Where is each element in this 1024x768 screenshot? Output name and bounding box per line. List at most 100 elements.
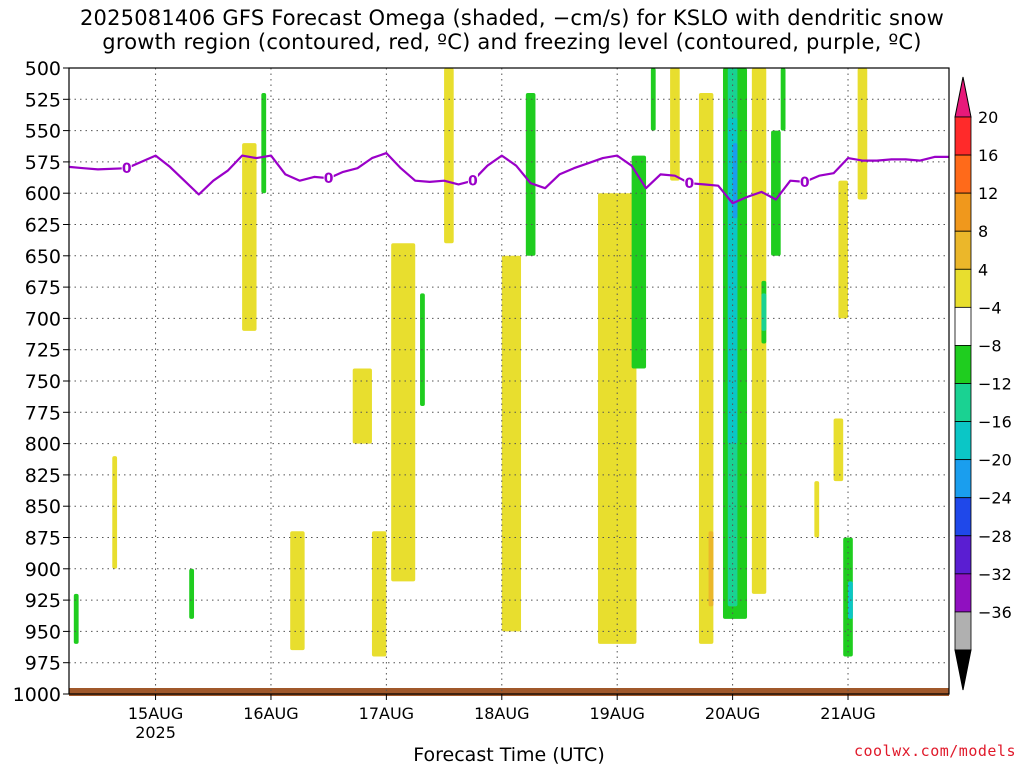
omega-cell: [261, 93, 267, 194]
colorbar-label: 16: [978, 146, 998, 165]
y-tick-label: 875: [25, 528, 61, 550]
omega-cell: [838, 180, 849, 319]
omega-cell: [833, 418, 844, 482]
omega-cell: [189, 568, 195, 619]
y-tick-label: 550: [25, 121, 61, 143]
y-tick-label: 625: [25, 215, 61, 237]
chart-title: 2025081406 GFS Forecast Omega (shaded, −…: [0, 6, 1024, 54]
omega-cell: [371, 531, 387, 657]
colorbar-over-arrow: [954, 76, 972, 118]
colorbar-swatch: [954, 497, 972, 537]
x-tick-label: 18AUG: [474, 704, 529, 723]
colorbar-swatch: [954, 345, 972, 384]
y-tick-label: 575: [25, 152, 61, 174]
terrain-fill: [69, 688, 949, 696]
colorbar-swatch: [954, 230, 972, 270]
contour-label: 0: [468, 174, 478, 190]
y-tick-label: 650: [25, 246, 61, 268]
omega-cell: [780, 68, 786, 131]
y-tick-label: 525: [25, 89, 61, 111]
terrain-band: [69, 688, 949, 696]
colorbar-swatch: [954, 268, 972, 308]
contour-label-bg: [684, 175, 695, 190]
x-tick-sublabel: 2025: [135, 723, 176, 742]
contour-label-bg: [799, 173, 810, 188]
omega-cell: [751, 68, 767, 594]
contour-label-bg: [467, 172, 478, 187]
omega-cell: [525, 93, 536, 256]
freezing-level-line: [68, 152, 949, 205]
y-tick-label: 750: [25, 371, 61, 393]
x-tick-label: 21AUG: [820, 704, 875, 723]
y-tick-label: 500: [25, 58, 61, 80]
colorbar-label: −8: [978, 336, 1002, 355]
colorbar-swatch: [954, 573, 972, 613]
colorbar-label: 8: [978, 222, 988, 241]
colorbar-label: −4: [978, 298, 1002, 317]
colorbar: 20 16 12 8 4 −4 −8 −12 −16 −20 −24 −28 −32 −36: [954, 76, 1012, 691]
colorbar-swatch: [954, 535, 972, 575]
omega-shading: [73, 68, 868, 657]
y-tick-label: 1000: [13, 684, 61, 706]
x-axis-label: Forecast Time (UTC): [413, 744, 605, 766]
y-tick-label: 800: [25, 434, 61, 456]
omega-cell: [670, 68, 680, 181]
y-tick-label: 725: [25, 340, 61, 362]
contour-label: 0: [324, 171, 334, 187]
colorbar-under-arrow: [954, 649, 972, 691]
x-tick-label: 19AUG: [589, 704, 644, 723]
title-line-2: growth region (contoured, red, ºC) and f…: [102, 30, 922, 54]
colorbar-label: 4: [978, 260, 988, 279]
x-tick-label: 16AUG: [243, 704, 298, 723]
y-tick-label: 600: [25, 183, 61, 205]
colorbar-label: −24: [978, 489, 1012, 508]
colorbar-label: −20: [978, 451, 1012, 470]
omega-cell: [290, 531, 305, 651]
colorbar-swatch: [954, 383, 972, 422]
omega-cell: [857, 68, 868, 200]
omega-cell: [112, 456, 118, 569]
contour-label: 0: [684, 176, 694, 192]
x-tick-label: 20AUG: [705, 704, 760, 723]
omega-cell: [631, 155, 647, 369]
omega-cell: [761, 293, 767, 331]
omega-cell: [501, 255, 522, 632]
colorbar-swatch: [954, 611, 972, 651]
credit-text: coolwx.com/models: [853, 742, 1016, 760]
colorbar-label: 20: [978, 108, 998, 127]
contour-label-bg: [121, 160, 132, 175]
omega-cell: [242, 143, 257, 331]
contour-label-bg: [323, 170, 334, 185]
omega-cell: [708, 531, 714, 607]
colorbar-label: −16: [978, 413, 1012, 432]
colorbar-label: −12: [978, 375, 1012, 394]
omega-cell: [391, 243, 416, 582]
y-tick-label: 900: [25, 559, 61, 581]
y-tick-label: 825: [25, 465, 61, 487]
y-tick-label: 775: [25, 402, 61, 424]
omega-cell: [352, 368, 372, 444]
freezing-level-contour: 0 0 0 0 0: [68, 152, 949, 205]
y-tick-label: 975: [25, 653, 61, 675]
colorbar-label: −32: [978, 565, 1012, 584]
title-line-1: 2025081406 GFS Forecast Omega (shaded, −…: [79, 6, 945, 30]
colorbar-swatch: [954, 306, 972, 346]
omega-cell: [444, 68, 454, 244]
y-tick-label: 850: [25, 496, 61, 518]
omega-cell: [73, 593, 79, 644]
colorbar-label: 12: [978, 184, 998, 203]
y-tick-label: 950: [25, 621, 61, 643]
y-tick-label: 700: [25, 308, 61, 330]
colorbar-label: −36: [978, 603, 1012, 622]
y-tick-label: 675: [25, 277, 61, 299]
colorbar-label: −28: [978, 527, 1012, 546]
contour-label: 0: [800, 175, 810, 191]
y-axis: 500 525 550 575 600 625 650 675 700 725 750 775 800 8…: [13, 58, 69, 706]
colorbar-swatch: [954, 421, 972, 461]
omega-cell: [597, 193, 637, 644]
contour-label: 0: [122, 161, 132, 177]
omega-cell: [732, 143, 738, 219]
x-tick-label: 15AUG: [128, 704, 183, 723]
